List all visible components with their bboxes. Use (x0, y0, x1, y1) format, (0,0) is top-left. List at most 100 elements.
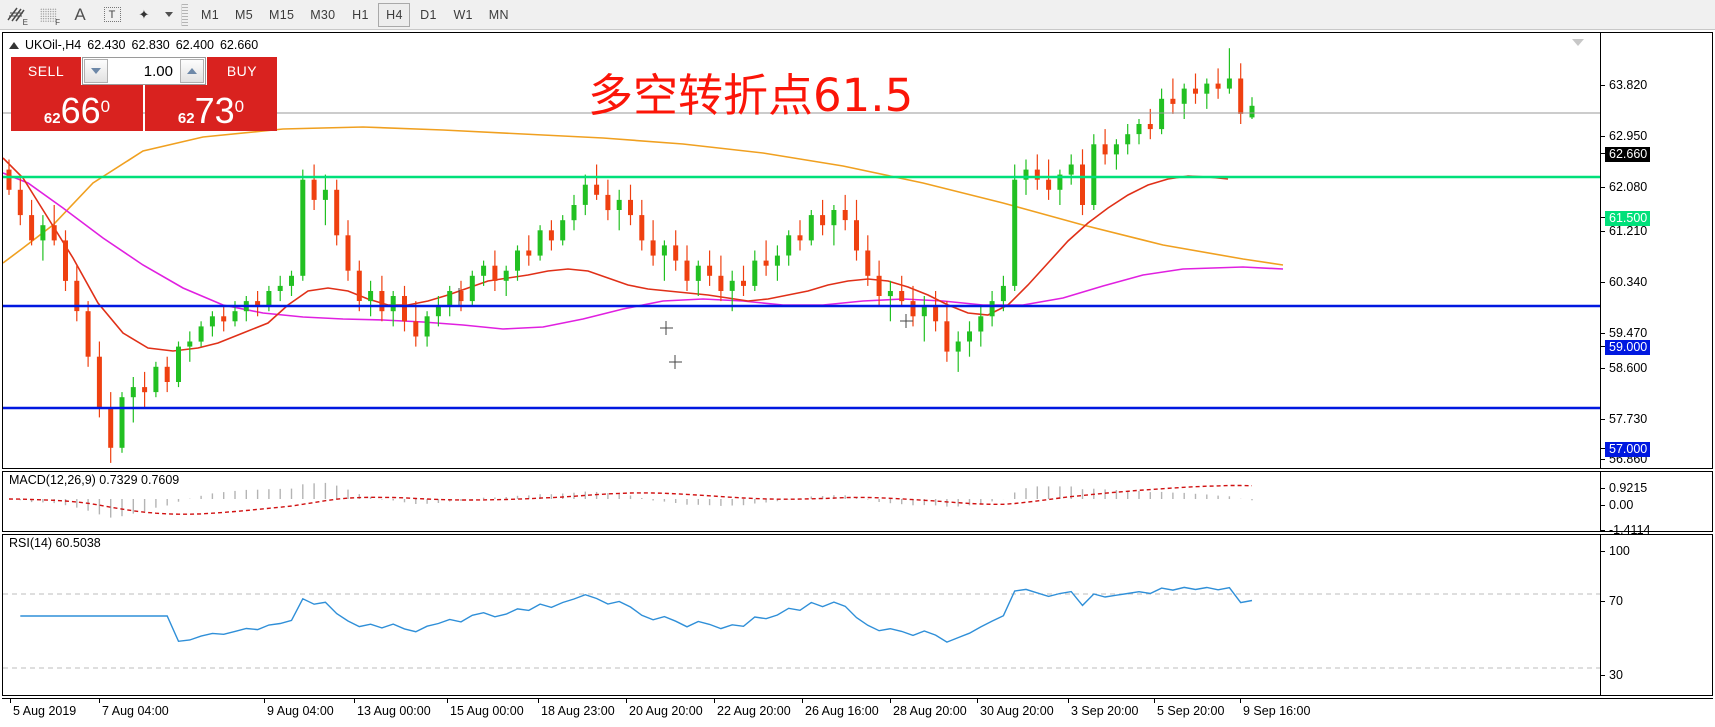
time-axis-tick (99, 699, 100, 703)
price-axis-label-61-210: 61.210 (1609, 224, 1648, 238)
buy-price-display[interactable]: 62 73 0 (145, 85, 277, 131)
macd-axis-tick (1601, 505, 1605, 506)
volume-input[interactable]: 1.00 (109, 58, 179, 84)
price-axis-tick (1601, 346, 1605, 347)
sell-price-display[interactable]: 62 66 0 (11, 85, 143, 131)
rsi-axis-tick (1601, 601, 1605, 602)
time-axis[interactable]: 5 Aug 2019 7 Aug 04:00 9 Aug 04:00 13 Aug 0… (2, 698, 1713, 725)
trade-panel-top-row: SELL 1.00 BUY (11, 57, 277, 85)
price-axis-tick (1601, 187, 1605, 188)
macd-axis-tick (1601, 530, 1605, 531)
timeframe-m1[interactable]: M1 (201, 7, 219, 22)
sell-button[interactable]: SELL (11, 57, 81, 85)
buy-button[interactable]: BUY (207, 57, 277, 85)
dot-grid-glyph (39, 7, 57, 22)
sell-price-prefix: 62 (43, 110, 61, 127)
time-axis-label: 18 Aug 23:00 (541, 704, 615, 718)
one-click-trading-panel[interactable]: SELL 1.00 BUY (11, 57, 277, 131)
chart-markers (458, 288, 913, 369)
buy-price-main: 73 (194, 90, 235, 131)
time-axis-label: 9 Sep 16:00 (1243, 704, 1311, 718)
rsi-axis-label-30: 30 (1609, 668, 1623, 682)
price-axis-tick (1601, 231, 1605, 232)
price-axis-tick (1601, 85, 1605, 86)
pane-collapse-arrow-icon[interactable] (1572, 39, 1584, 46)
price-axis-label-57-730: 57.730 (1609, 412, 1648, 426)
level-label-61500[interactable]: 61.500 (1605, 211, 1651, 226)
price-axis-label-62-080: 62.080 (1609, 180, 1648, 194)
sell-price-main: 66 (60, 90, 101, 131)
timeframe-d1[interactable]: D1 (420, 7, 437, 22)
time-axis-label: 15 Aug 00:00 (450, 704, 524, 718)
timeframe-m15[interactable]: M15 (269, 7, 295, 22)
time-axis-tick (354, 699, 355, 703)
volume-increment-button[interactable] (180, 59, 204, 83)
price-axis-label-58-600: 58.600 (1609, 361, 1648, 375)
macd-pane[interactable]: MACD(12,26,9) 0.7329 0.7609 0.9215 0.00 -1… (2, 471, 1713, 537)
collapse-triangle-icon[interactable] (9, 41, 19, 49)
time-axis-label: 5 Aug 2019 (13, 704, 77, 718)
timeframe-mn[interactable]: MN (488, 7, 509, 22)
time-axis-label: 9 Aug 04:00 (267, 704, 334, 718)
indicator-f-icon[interactable]: F (33, 2, 63, 28)
symbol-open: 62.430 (87, 38, 126, 52)
price-plot[interactable]: UKOil-,H4 62.430 62.830 62.400 62.660 SE… (3, 33, 1600, 468)
macd-axis-label-09215: 0.9215 (1609, 481, 1648, 495)
rsi-axis-tick (1601, 675, 1605, 676)
time-axis-tick (10, 699, 11, 703)
symbol-high: 62.830 (131, 38, 170, 52)
rsi-axis-label-100: 100 (1609, 544, 1630, 558)
price-chart-svg (3, 48, 1600, 463)
time-axis-label: 5 Sep 20:00 (1157, 704, 1225, 718)
buy-price-fraction: 0 (234, 97, 245, 116)
price-axis-tick (1601, 153, 1605, 154)
price-pane[interactable]: UKOil-,H4 62.430 62.830 62.400 62.660 SE… (2, 32, 1713, 517)
macd-axis-label-000: 0.00 (1609, 498, 1634, 512)
time-axis-tick (626, 699, 627, 703)
level-label-57000[interactable]: 57.000 (1605, 442, 1651, 457)
macd-label: MACD(12,26,9) 0.7329 0.7609 (9, 473, 180, 487)
level-label-59000[interactable]: 59.000 (1605, 340, 1651, 355)
time-axis-tick (1154, 699, 1155, 703)
text-object-glyph: T (103, 7, 121, 22)
price-axis-label-59-470: 59.470 (1609, 326, 1648, 340)
rsi-plot[interactable]: RSI(14) 60.5038 (3, 535, 1600, 695)
chart-toolbar: E F A T ✦ M1 M5 M15 M30 H1 H4 D1 W1 MN (0, 0, 1715, 30)
text-object-icon[interactable]: T (97, 2, 127, 28)
last-price-label: 62.660 (1605, 147, 1651, 162)
objects-icon[interactable]: ✦ (129, 2, 159, 28)
rsi-axis-tick (1601, 551, 1605, 552)
timeframe-m5[interactable]: M5 (235, 7, 253, 22)
time-axis-tick (977, 699, 978, 703)
time-axis-tick (447, 699, 448, 703)
time-axis-tick (264, 699, 265, 703)
price-axis-tick (1601, 448, 1605, 449)
volume-decrement-button[interactable] (84, 59, 108, 83)
timeframe-w1[interactable]: W1 (453, 7, 473, 22)
volume-stepper[interactable]: 1.00 (82, 57, 206, 85)
objects-dropdown-icon[interactable] (161, 2, 177, 28)
buy-price-prefix: 62 (177, 110, 195, 127)
rsi-pane[interactable]: RSI(14) 60.5038 100 70 30 (2, 534, 1713, 696)
text-label-glyph: A (74, 4, 86, 24)
time-axis-tick (1068, 699, 1069, 703)
time-axis-label: 20 Aug 20:00 (629, 704, 703, 718)
time-axis-label: 22 Aug 20:00 (717, 704, 791, 718)
indicator-f-sub: F (55, 17, 60, 27)
indicator-e-icon[interactable]: E (1, 2, 31, 28)
time-axis-label: 13 Aug 00:00 (357, 704, 431, 718)
indicator-e-sub: E (22, 17, 28, 27)
chart-annotation-text[interactable]: 多空转折点61.5 (588, 69, 914, 122)
price-axis[interactable]: 63.820 62.950 62.660 62.080 61.500 61.210 60.3… (1600, 33, 1712, 517)
macd-axis: 0.9215 0.00 -1.4114 (1600, 472, 1712, 537)
timeframe-m30[interactable]: M30 (310, 7, 336, 22)
timeframe-h4[interactable]: H4 (378, 2, 411, 27)
time-axis-label: 3 Sep 20:00 (1071, 704, 1139, 718)
text-label-icon[interactable]: A (65, 2, 95, 28)
timeframe-h1[interactable]: H1 (352, 7, 369, 22)
symbol-low: 62.400 (175, 38, 214, 52)
price-axis-tick (1601, 368, 1605, 369)
macd-chart-svg (8, 482, 1253, 518)
macd-plot[interactable]: MACD(12,26,9) 0.7329 0.7609 (3, 472, 1600, 531)
